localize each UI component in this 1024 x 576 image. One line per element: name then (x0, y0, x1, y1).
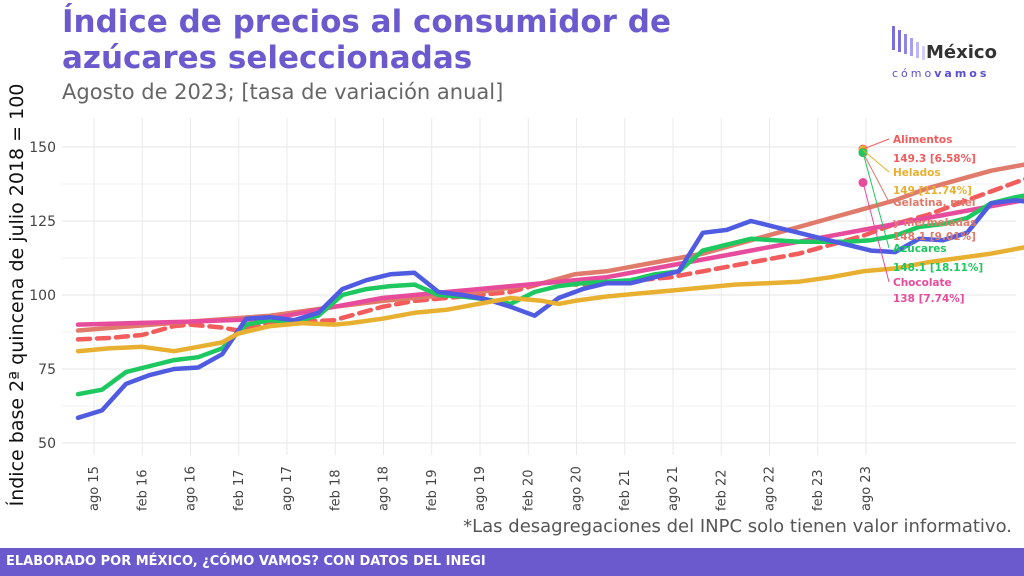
x-tick-label: feb 19 (425, 469, 440, 511)
series-label-name: Azúcares (893, 243, 947, 255)
series-label-name: Gelatina, miel (893, 197, 976, 209)
series-line (75, 245, 1024, 354)
x-tick-label: ago 21 (666, 466, 681, 511)
label-leader-line (862, 152, 890, 249)
series-line (75, 198, 1024, 421)
x-tick-label: ago 16 (184, 466, 199, 511)
y-tick-label: 100 (29, 288, 56, 304)
footer-credit: ELABORADO POR MÉXICO, ¿CÓMO VAMOS? CON D… (6, 554, 486, 569)
footnote: *Las desagregaciones del INPC solo tiene… (463, 516, 1012, 537)
label-leader-line (862, 138, 890, 150)
footer-bar: ELABORADO POR MÉXICO, ¿CÓMO VAMOS? CON D… (0, 548, 1024, 576)
series-label-value: 149.3 [6.58%] (893, 153, 976, 165)
series-label-name: Helados (893, 167, 941, 179)
label-leader-line (862, 182, 890, 283)
x-tick-label: ago 22 (763, 466, 778, 511)
label-leader-line (862, 152, 890, 203)
y-tick-label: 75 (38, 362, 56, 378)
series-label-value: 138 [7.74%] (893, 293, 965, 305)
label-leader-line (862, 149, 890, 173)
x-tick-label: ago 20 (570, 466, 585, 511)
logo-bars-icon (892, 26, 925, 60)
y-tick-label: 50 (38, 436, 56, 452)
series-label-name: y mermeladas (893, 217, 976, 229)
y-tick-label: 150 (29, 140, 56, 156)
logo-tagline-a: cómo (892, 67, 935, 80)
x-tick-label: ago 18 (377, 466, 392, 511)
x-tick-label: feb 17 (232, 469, 247, 511)
x-tick-label: ago 17 (280, 466, 295, 511)
x-tick-label: feb 16 (135, 469, 150, 511)
x-tick-label: feb 22 (714, 469, 729, 511)
x-tick-label: ago 15 (87, 466, 102, 511)
y-tick-label: 125 (29, 214, 56, 230)
mexico-como-vamos-logo: México cómovamos (890, 24, 1010, 84)
series-label-value: 148.1 [9.01%] (893, 231, 976, 243)
logo-tagline-b: vamos (934, 67, 990, 80)
series-label-value: 148.1 [18.11%] (893, 262, 983, 274)
chart-title: Índice de precios al consumidor de azúca… (62, 4, 671, 76)
series-label-value: 149 [11.74%] (893, 185, 972, 197)
x-tick-label: feb 23 (811, 469, 826, 511)
x-tick-label: feb 18 (328, 469, 343, 511)
x-tick-label: ago 23 (859, 466, 874, 511)
x-tick-label: feb 20 (521, 469, 536, 511)
x-tick-label: feb 21 (618, 469, 633, 511)
logo-name: México (926, 42, 997, 63)
x-tick-label: ago 19 (473, 466, 488, 511)
chart-subtitle: Agosto de 2023; [tasa de variación anual… (62, 80, 504, 104)
logo-tagline: cómovamos (892, 67, 989, 80)
series-label-name: Chocolate (893, 277, 952, 289)
series-line (75, 177, 1024, 342)
series-label-name: Alimentos (893, 134, 952, 146)
